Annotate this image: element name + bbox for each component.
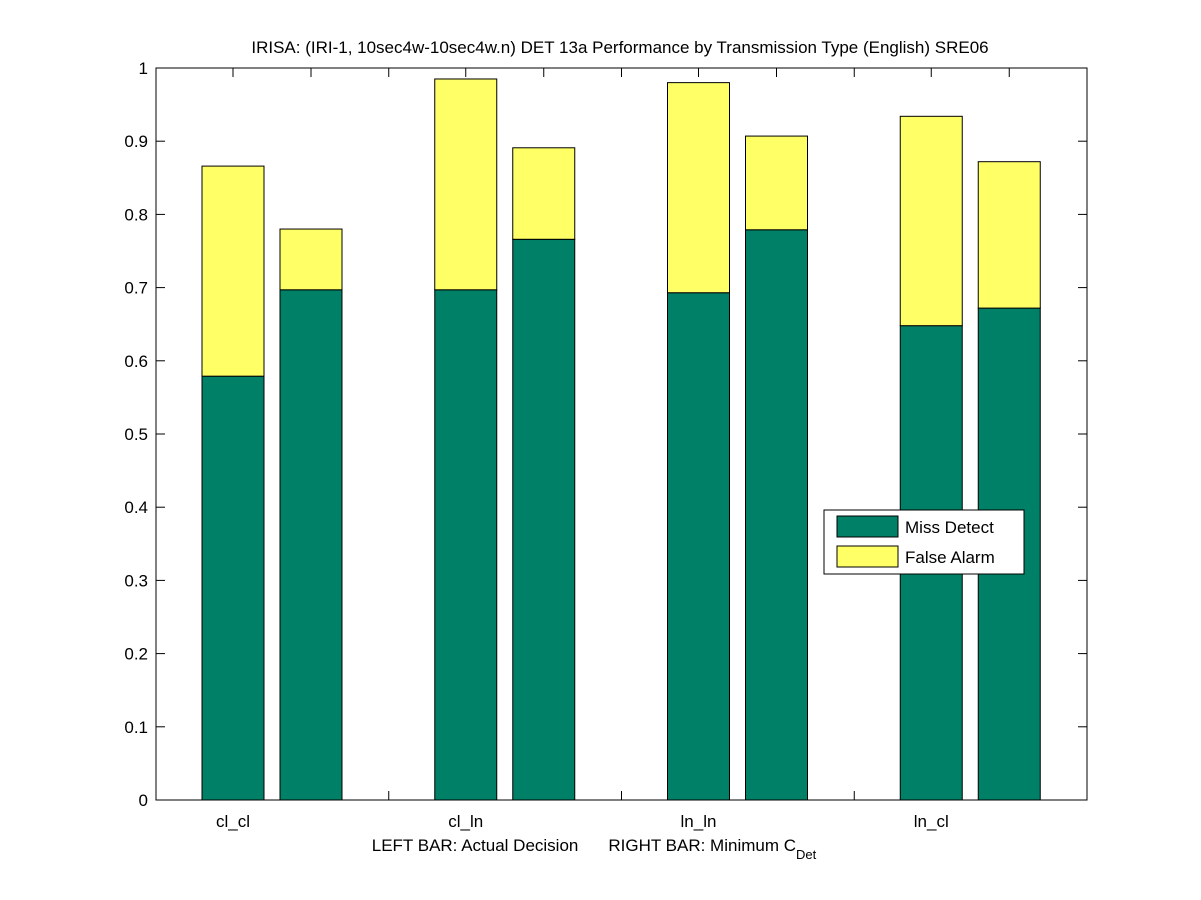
y-tick-label: 0.1 — [124, 718, 148, 737]
ticks-layer: 0 0.1 0.2 0.3 0.4 0.5 0.6 0.7 0.8 0.9 1 — [124, 59, 1087, 810]
bar-cl_ln-actual-false-alarm — [434, 78, 498, 291]
bars-layer — [201, 78, 1041, 801]
x-tick-label: cl_ln — [448, 812, 483, 831]
bar-cl_ln-actual-miss-detect — [434, 289, 498, 801]
legend-label-false-alarm: False Alarm — [905, 548, 995, 567]
bar-ln_cl-actual-false-alarm — [899, 115, 963, 327]
legend-label-miss-detect: Miss Detect — [905, 518, 994, 537]
bar-ln_ln-actual-false-alarm — [667, 82, 730, 294]
y-tick-label: 0.5 — [124, 425, 148, 444]
y-tick-label: 0 — [139, 791, 148, 810]
x-tick-label: ln_cl — [914, 812, 949, 831]
y-tick-label: 1 — [139, 59, 148, 78]
legend: Miss Detect False Alarm — [823, 509, 1025, 575]
bar-cl_cl-actual-false-alarm — [201, 165, 265, 377]
y-tick-label: 0.8 — [124, 205, 148, 224]
bar-ln_ln-actual-miss-detect — [667, 292, 730, 801]
y-tick-label: 0.9 — [124, 132, 148, 151]
x-axis-label-left: LEFT BAR: Actual Decision — [372, 836, 579, 855]
bar-ln_cl-min-false-alarm — [977, 161, 1041, 309]
y-tick-label: 0.3 — [124, 571, 148, 590]
y-tick-label: 0.4 — [124, 498, 148, 517]
bar-cl_cl-min-false-alarm — [279, 228, 343, 291]
legend-swatch-false-alarm — [836, 545, 899, 568]
x-axis-label-subscript: Det — [796, 847, 817, 862]
y-tick-label: 0.7 — [124, 279, 148, 298]
bar-cl_cl-min-miss-detect — [279, 289, 343, 801]
legend-swatch-miss-detect — [836, 515, 899, 538]
x-tick-label: ln_ln — [681, 812, 717, 831]
y-tick-label: 0.2 — [124, 645, 148, 664]
bar-ln_ln-min-miss-detect — [745, 229, 808, 801]
x-axis-label-right: RIGHT BAR: Minimum C — [608, 836, 796, 855]
chart-title: IRISA: (IRI-1, 10sec4w-10sec4w.n) DET 13… — [251, 38, 988, 57]
bar-cl_cl-actual-miss-detect — [201, 375, 265, 801]
x-tick-label: cl_cl — [216, 812, 250, 831]
bar-ln_ln-min-false-alarm — [745, 135, 808, 231]
x-axis-label: LEFT BAR: Actual Decision RIGHT BAR: Mini… — [372, 836, 817, 862]
x-category-labels: cl_cl cl_ln ln_ln ln_cl — [216, 812, 949, 831]
y-tick-label: 0.6 — [124, 352, 148, 371]
bar-cl_ln-min-miss-detect — [512, 238, 576, 801]
bar-cl_ln-min-false-alarm — [512, 147, 576, 240]
